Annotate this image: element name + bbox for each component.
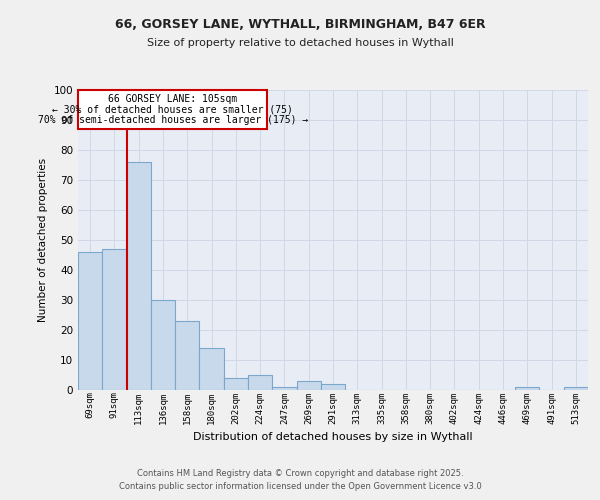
Text: ← 30% of detached houses are smaller (75): ← 30% of detached houses are smaller (75… — [52, 104, 293, 115]
Bar — [175, 321, 199, 390]
FancyBboxPatch shape — [78, 90, 268, 129]
Bar — [272, 387, 296, 390]
Bar — [321, 384, 345, 390]
Text: Contains public sector information licensed under the Open Government Licence v3: Contains public sector information licen… — [119, 482, 481, 491]
Bar — [127, 162, 151, 390]
Text: Contains HM Land Registry data © Crown copyright and database right 2025.: Contains HM Land Registry data © Crown c… — [137, 468, 463, 477]
Text: 70% of semi-detached houses are larger (175) →: 70% of semi-detached houses are larger (… — [38, 114, 308, 124]
Text: 66, GORSEY LANE, WYTHALL, BIRMINGHAM, B47 6ER: 66, GORSEY LANE, WYTHALL, BIRMINGHAM, B4… — [115, 18, 485, 30]
Bar — [224, 378, 248, 390]
Bar — [78, 252, 102, 390]
Bar — [102, 249, 127, 390]
Bar — [151, 300, 175, 390]
Bar — [248, 375, 272, 390]
Bar — [515, 387, 539, 390]
Text: Size of property relative to detached houses in Wythall: Size of property relative to detached ho… — [146, 38, 454, 48]
Text: 66 GORSEY LANE: 105sqm: 66 GORSEY LANE: 105sqm — [108, 94, 238, 104]
Bar — [296, 381, 321, 390]
Y-axis label: Number of detached properties: Number of detached properties — [38, 158, 48, 322]
Bar — [199, 348, 224, 390]
Bar — [564, 387, 588, 390]
X-axis label: Distribution of detached houses by size in Wythall: Distribution of detached houses by size … — [193, 432, 473, 442]
